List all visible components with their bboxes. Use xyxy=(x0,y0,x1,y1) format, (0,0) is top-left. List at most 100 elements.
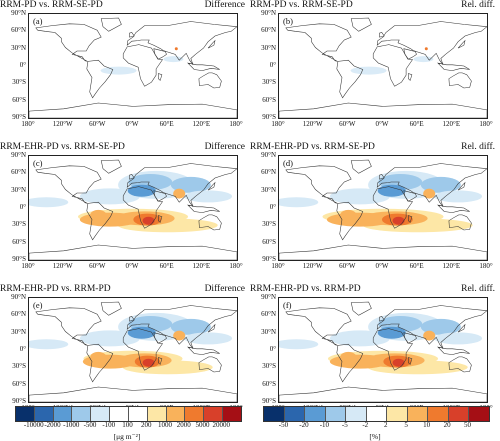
lat-label: 30°N xyxy=(11,327,26,336)
colorbar-tick: -1000 xyxy=(63,421,80,429)
lat-label: 90°S xyxy=(12,255,26,263)
lat-label: 30°N xyxy=(11,185,26,194)
lat-label: 90°S xyxy=(262,397,276,405)
lat-label: 60°N xyxy=(11,310,26,319)
lat-label: 30°N xyxy=(261,185,276,194)
lon-label: 60°W xyxy=(339,262,356,270)
colorbar-segment xyxy=(16,407,35,421)
colorbar-segment xyxy=(166,407,186,421)
colorbar-difference xyxy=(15,406,242,422)
panel-label: (a) xyxy=(32,16,44,26)
map-panel-d: RRM-EHR-PD vs. RRM-SE-PD Rel. diff. 90°N… xyxy=(250,142,495,284)
world-map: (a) xyxy=(28,13,238,119)
colorbar-segment xyxy=(204,407,224,421)
lon-label: 0°W xyxy=(375,120,389,128)
lat-label: 60°S xyxy=(12,237,26,246)
lat-label: 60°S xyxy=(12,95,26,104)
lon-label: 60°W xyxy=(89,120,106,128)
world-map: (f) xyxy=(278,297,488,403)
colorbar-tick: 200 xyxy=(141,421,152,429)
colorbar-segment xyxy=(469,407,490,421)
lat-label: 0° xyxy=(19,345,26,353)
colorbar-tick: 1000 xyxy=(158,421,172,429)
panel-label: (d) xyxy=(282,158,294,168)
lon-label: 120°E xyxy=(192,262,211,270)
colorbar-tick: 20000 xyxy=(212,421,231,429)
colorbar-tick: -5 xyxy=(341,421,348,429)
lat-label: 30°N xyxy=(11,43,26,52)
colorbar-segment xyxy=(34,407,54,421)
lon-label: 180° xyxy=(271,120,285,128)
lat-label: 90°N xyxy=(261,151,276,159)
panel-metric: Difference xyxy=(204,284,245,294)
map-panel-c: RRM-EHR-PD vs. RRM-SE-PD Difference 90°N… xyxy=(0,142,245,284)
map-panel-b: RRM-PD vs. RRM-SE-PD Rel. diff. 90°N 60°N… xyxy=(250,0,495,142)
colorbar-tick: 100 xyxy=(122,421,133,429)
world-map: (e) xyxy=(28,297,238,403)
colorbar-tick: -500 xyxy=(83,421,97,429)
colorbar-tick: -2 xyxy=(362,421,369,429)
lat-label: 30°N xyxy=(261,43,276,52)
colorbar-tick: 2 xyxy=(383,421,388,429)
lat-label: 30°N xyxy=(261,327,276,336)
map-panel-f: RRM-EHR-PD vs. RRM-PD Rel. diff. 90°N 60°… xyxy=(250,284,495,426)
colorbar-segment xyxy=(128,407,148,421)
lat-label: 60°N xyxy=(11,26,26,35)
lon-label: 180° xyxy=(21,262,35,270)
panel-metric: Rel. diff. xyxy=(461,284,495,294)
lon-label: 180° xyxy=(479,262,493,270)
lon-label: 120°W xyxy=(52,262,73,270)
map-panel-e: RRM-EHR-PD vs. RRM-PD Difference 90°N 60°… xyxy=(0,284,245,426)
colorbar-tick: 10 xyxy=(423,421,431,429)
world-map: (c) xyxy=(28,155,238,261)
lat-label: 90°N xyxy=(11,9,26,17)
lon-label: 180° xyxy=(479,120,493,128)
panel-metric: Rel. diff. xyxy=(461,142,495,152)
lon-label: 180° xyxy=(271,262,285,270)
colorbar-segment xyxy=(407,407,429,421)
lon-label: 60°E xyxy=(409,262,424,270)
colorbar-segment xyxy=(223,407,241,421)
colorbar-segment xyxy=(305,407,326,421)
lat-label: 0° xyxy=(269,345,276,353)
colorbar-segment xyxy=(284,407,306,421)
panel-label: (c) xyxy=(32,158,44,168)
map-panel-a: RRM-PD vs. RRM-SE-PD Difference 90°N 60°N… xyxy=(0,0,245,142)
lat-label: 0° xyxy=(19,61,26,69)
lat-label: 60°N xyxy=(261,26,276,35)
lon-label: 180° xyxy=(229,120,243,128)
lat-label: 0° xyxy=(269,203,276,211)
lon-label: 180° xyxy=(21,120,35,128)
panel-title: RRM-EHR-PD vs. RRM-SE-PD xyxy=(250,142,375,152)
lat-label: 90°N xyxy=(11,151,26,159)
lat-label: 30°S xyxy=(12,220,26,229)
lat-label: 0° xyxy=(269,61,276,69)
panel-metric: Difference xyxy=(204,0,245,10)
lat-label: 30°S xyxy=(262,78,276,87)
panel-title: RRM-PD vs. RRM-SE-PD xyxy=(0,0,103,10)
panel-label: (f) xyxy=(282,300,293,310)
colorbar-relative-difference xyxy=(263,406,490,422)
colorbar-tick: 5000 xyxy=(195,421,210,429)
colorbar-tick: -10 xyxy=(319,421,330,429)
lat-label: 0° xyxy=(19,203,26,211)
world-map: (d) xyxy=(278,155,488,261)
colorbar-segment xyxy=(325,407,347,421)
lat-label: 90°S xyxy=(12,113,26,121)
colorbar-tick: 20 xyxy=(443,421,451,429)
lat-label: 30°S xyxy=(12,78,26,87)
lon-label: 120°E xyxy=(442,262,461,270)
lon-label: 0°W xyxy=(125,262,139,270)
lat-label: 60°N xyxy=(261,310,276,319)
colorbar-tick: 50 xyxy=(464,421,472,429)
panel-metric: Rel. diff. xyxy=(461,0,495,10)
colorbar-tick: 2000 xyxy=(176,421,191,429)
colorbar-unit-left: [μg m⁻²] xyxy=(113,432,141,441)
colorbar-tick: -10000 xyxy=(23,421,44,429)
lat-label: 90°N xyxy=(261,293,276,301)
lat-label: 60°S xyxy=(12,379,26,388)
colorbar-segment xyxy=(91,407,111,421)
lon-label: 120°W xyxy=(302,120,323,128)
colorbar-tick: -50 xyxy=(278,421,289,429)
lon-label: 120°W xyxy=(302,262,323,270)
